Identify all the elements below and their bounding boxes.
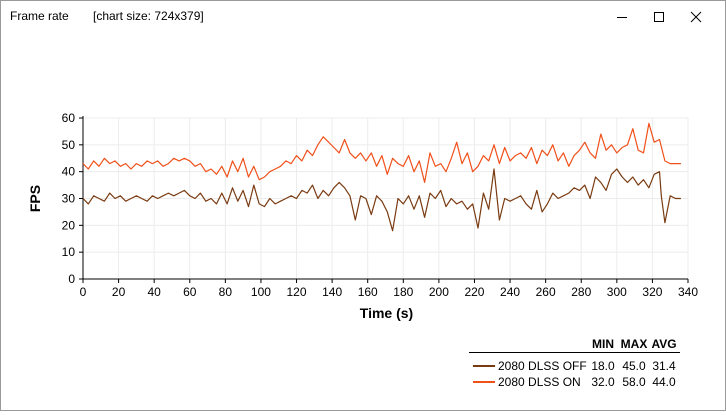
x-tick-label: 40 xyxy=(147,285,161,299)
maximize-icon xyxy=(653,11,664,22)
frame-rate-chart: 0 20 40 60 80 100 120 140 160 180 200 220 240 260 280 3… xyxy=(27,111,698,389)
series-lines xyxy=(82,122,681,232)
legend-value: 18.0 xyxy=(591,359,615,373)
grid-lines xyxy=(82,117,689,280)
x-tick-label: 280 xyxy=(571,285,591,299)
x-tick-label: 260 xyxy=(536,285,556,299)
close-button[interactable] xyxy=(677,1,714,32)
y-tick-label: 0 xyxy=(68,272,75,286)
x-tick-label: 140 xyxy=(322,285,342,299)
title-bar[interactable]: Frame rate [chart size: 724x379] xyxy=(1,1,725,32)
legend-value: 44.0 xyxy=(652,375,676,389)
legend-header: MIN xyxy=(592,337,614,351)
x-tick-label: 0 xyxy=(80,285,87,299)
close-icon xyxy=(690,11,701,22)
legend-value: 31.4 xyxy=(652,359,676,373)
x-tick-label: 220 xyxy=(464,285,484,299)
chart-area: 0 20 40 60 80 100 120 140 160 180 200 220 240 260 280 3… xyxy=(1,32,725,410)
axes: 0 20 40 60 80 100 120 140 160 180 200 220 240 260 280 3… xyxy=(27,111,698,321)
y-axis-title: FPS xyxy=(27,185,43,212)
chart-size-label: [chart size: 724x379] xyxy=(93,9,204,23)
x-tick-label: 300 xyxy=(607,285,627,299)
x-tick-label: 200 xyxy=(429,285,449,299)
minimize-button[interactable] xyxy=(603,1,640,32)
minimize-icon xyxy=(616,16,627,18)
y-tick-label: 30 xyxy=(62,192,76,206)
x-tick-label: 320 xyxy=(642,285,662,299)
y-tick-label: 10 xyxy=(62,245,76,259)
x-tick-label: 60 xyxy=(183,285,197,299)
legend: MIN MAX AVG 2080 DLSS OFF 18.0 45.0 31.4 2080 D… xyxy=(469,337,680,389)
window-title: Frame rate xyxy=(10,9,69,23)
legend-series-name: 2080 DLSS ON xyxy=(498,375,581,389)
x-tick-label: 120 xyxy=(287,285,307,299)
x-tick-label: 100 xyxy=(251,285,271,299)
x-tick-label: 340 xyxy=(678,285,698,299)
y-tick-label: 20 xyxy=(62,218,76,232)
legend-series-name: 2080 DLSS OFF xyxy=(498,359,587,373)
maximize-button[interactable] xyxy=(640,1,677,32)
x-tick-label: 160 xyxy=(358,285,378,299)
legend-header: AVG xyxy=(651,337,676,351)
x-tick-label: 20 xyxy=(112,285,126,299)
y-tick-label: 40 xyxy=(62,165,76,179)
legend-value: 58.0 xyxy=(622,375,646,389)
x-tick-label: 180 xyxy=(393,285,413,299)
y-tick-label: 60 xyxy=(62,111,76,125)
series-line-dlss-off xyxy=(82,168,681,232)
x-tick-label: 240 xyxy=(500,285,520,299)
legend-value: 32.0 xyxy=(591,375,615,389)
series-line-dlss-on xyxy=(82,122,681,183)
legend-header: MAX xyxy=(621,337,648,351)
legend-value: 45.0 xyxy=(622,359,646,373)
x-tick-label: 80 xyxy=(219,285,233,299)
y-tick-label: 50 xyxy=(62,138,76,152)
x-axis-title: Time (s) xyxy=(360,305,413,321)
